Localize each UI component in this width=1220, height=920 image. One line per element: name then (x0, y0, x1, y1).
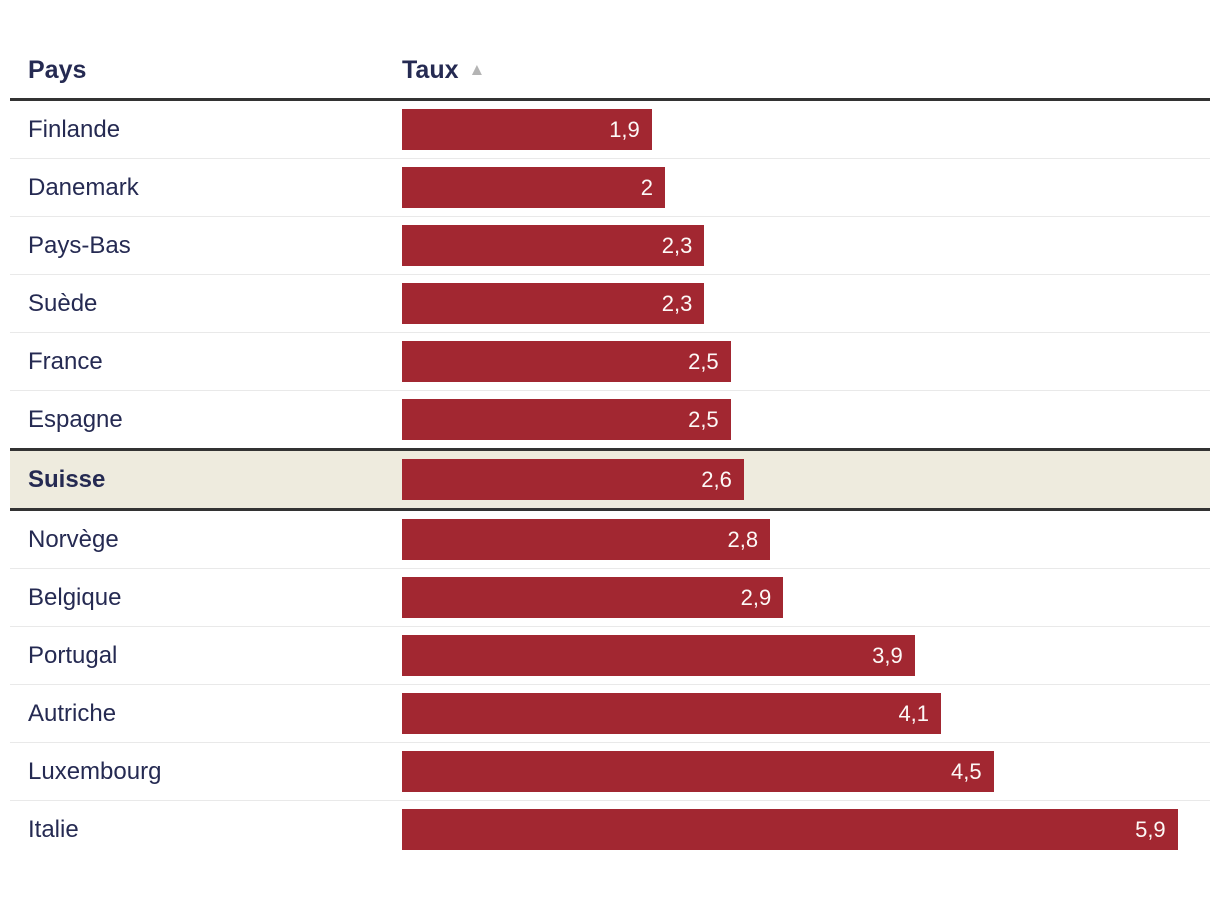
rate-bar: 2,5 (402, 341, 731, 382)
bar-cell: 4,1 (402, 693, 1210, 734)
rate-bar: 2,8 (402, 519, 771, 560)
country-label: Luxembourg (28, 757, 162, 785)
rate-bar: 2,6 (402, 459, 744, 500)
rate-value: 2 (640, 174, 653, 200)
header-cell-country: Pays (10, 56, 402, 85)
rate-value: 3,9 (872, 642, 903, 668)
rate-value: 2,5 (688, 348, 719, 374)
table-row: Suède 2,3 (10, 275, 1210, 333)
rate-value: 1,9 (609, 116, 640, 142)
table-header: Pays Taux ▲ (10, 42, 1210, 101)
country-label: Norvège (28, 525, 119, 553)
sort-button-pays[interactable]: Pays (28, 56, 86, 85)
bar-cell: 3,9 (402, 635, 1210, 676)
bar-cell: 5,9 (402, 809, 1210, 850)
table-row: Autriche 4,1 (10, 685, 1210, 743)
bar-cell: 4,5 (402, 751, 1210, 792)
column-label-taux: Taux (402, 55, 459, 84)
bar-cell: 1,9 (402, 109, 1210, 150)
rate-bar: 2 (402, 167, 665, 208)
bar-cell: 2,5 (402, 341, 1210, 382)
table-row: France 2,5 (10, 333, 1210, 391)
table-row: Danemark 2 (10, 159, 1210, 217)
sort-ascending-icon: ▲ (468, 59, 486, 79)
column-label-pays: Pays (28, 55, 87, 84)
country-label: Autriche (28, 699, 117, 727)
rate-bar: 4,5 (402, 751, 994, 792)
rate-value: 2,3 (661, 290, 693, 316)
rate-value: 2,6 (701, 466, 732, 492)
country-label: Espagne (28, 405, 123, 433)
table-row: Suisse 2,6 (10, 448, 1210, 511)
rate-bar: 2,9 (402, 577, 784, 618)
country-label: Pays-Bas (28, 231, 131, 259)
rate-bar: 4,1 (402, 693, 942, 734)
country-label: Danemark (28, 173, 139, 201)
rate-bar: 1,9 (402, 109, 652, 150)
table-row: Belgique 2,9 (10, 569, 1210, 627)
rate-value: 4,1 (898, 700, 930, 726)
country-label: Finlande (28, 115, 121, 143)
table-row: Pays-Bas 2,3 (10, 217, 1210, 275)
rate-value: 4,5 (951, 758, 982, 784)
table-row: Espagne 2,5 (10, 391, 1210, 448)
rate-bar: 5,9 (402, 809, 1178, 850)
header-cell-rate: Taux ▲ (402, 56, 1210, 85)
table-row: Finlande 1,9 (10, 101, 1210, 159)
rate-bar: 2,3 (402, 283, 705, 324)
table-body: Finlande 1,9 Danemark 2 Pays-Bas 2,3 Suède 2,3 F… (10, 101, 1210, 858)
rate-value: 2,9 (740, 584, 772, 610)
rate-value: 2,8 (727, 526, 759, 552)
table-row: Luxembourg 4,5 (10, 743, 1210, 801)
rate-bar: 3,9 (402, 635, 915, 676)
table-row: Norvège 2,8 (10, 511, 1210, 569)
table-row: Italie 5,9 (10, 801, 1210, 858)
rate-table: Pays Taux ▲ Finlande 1,9 Danemark 2 Pays-Bas… (10, 42, 1210, 858)
rate-value: 2,5 (688, 406, 719, 432)
bar-cell: 2,8 (402, 519, 1210, 560)
rate-value: 5,9 (1135, 816, 1166, 842)
bar-cell: 2,3 (402, 225, 1210, 266)
country-label: Italie (28, 815, 79, 843)
table-row: Portugal 3,9 (10, 627, 1210, 685)
bar-cell: 2,3 (402, 283, 1210, 324)
rate-bar: 2,5 (402, 399, 731, 440)
country-label: France (28, 347, 103, 375)
bar-cell: 2,6 (402, 459, 1210, 500)
rate-bar: 2,3 (402, 225, 705, 266)
country-label: Belgique (28, 583, 122, 611)
bar-cell: 2 (402, 167, 1210, 208)
bar-cell: 2,9 (402, 577, 1210, 618)
country-label: Suède (28, 289, 98, 317)
country-label: Suisse (28, 465, 106, 493)
bar-cell: 2,5 (402, 399, 1210, 440)
country-label: Portugal (28, 641, 118, 669)
sort-button-taux[interactable]: Taux ▲ (402, 56, 485, 85)
rate-value: 2,3 (661, 232, 693, 258)
